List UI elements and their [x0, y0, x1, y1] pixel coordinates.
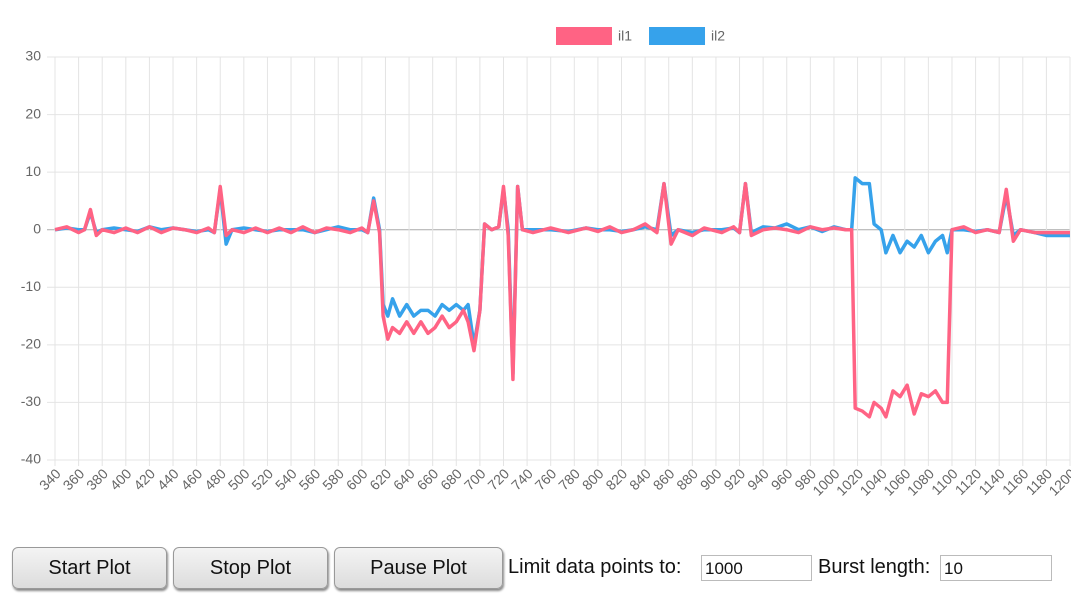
y-tick-label: -10: [21, 278, 41, 294]
legend-label: il2: [711, 28, 725, 44]
legend-label: il1: [618, 28, 632, 44]
y-tick-label: -40: [21, 451, 41, 467]
x-tick-label: 860: [650, 465, 678, 493]
x-tick-label: 360: [60, 465, 88, 493]
stop-button[interactable]: Stop Plot: [173, 547, 328, 589]
x-tick-label: 680: [437, 465, 465, 493]
burst-label: Burst length:: [818, 556, 931, 578]
y-tick-label: 10: [25, 163, 41, 179]
x-tick-label: 880: [673, 465, 701, 493]
y-tick-label: -20: [21, 336, 41, 352]
x-tick-label: 720: [484, 465, 512, 493]
legend-swatch: [649, 27, 706, 45]
y-tick-label: -30: [21, 393, 41, 409]
y-tick-label: 30: [25, 48, 41, 64]
series-line: [54, 176, 1070, 376]
x-tick-label: 500: [225, 465, 253, 493]
x-tick-label: 840: [626, 465, 654, 493]
x-tick-label: 580: [319, 465, 347, 493]
pause-button[interactable]: Pause Plot: [334, 547, 503, 589]
x-tick-label: 960: [768, 465, 796, 493]
x-tick-label: 700: [461, 465, 489, 493]
legend-swatch: [556, 27, 612, 45]
burst-input[interactable]: 10: [940, 555, 1052, 581]
x-tick-label: 780: [555, 465, 583, 493]
x-tick-label: 600: [343, 465, 371, 493]
x-tick-label: 660: [414, 465, 442, 493]
y-tick-label: 20: [25, 105, 41, 121]
x-tick-label: 520: [248, 465, 276, 493]
limit-label: Limit data points to:: [508, 556, 682, 578]
x-tick-label: 800: [579, 465, 607, 493]
x-tick-label: 340: [36, 465, 64, 493]
x-tick-label: 820: [602, 465, 630, 493]
x-tick-label: 640: [390, 465, 418, 493]
y-tick-label: 0: [33, 220, 41, 236]
x-tick-label: 740: [508, 465, 536, 493]
chart: -40 -30 -20 -10 0 10 20 30 340360380400420440460…: [21, 27, 1071, 499]
x-tick-label: 900: [697, 465, 725, 493]
x-tick-label: 560: [296, 465, 324, 493]
x-tick-label: 480: [201, 465, 229, 493]
x-tick-label: 400: [107, 465, 135, 493]
limit-input[interactable]: 1000: [701, 555, 812, 581]
x-tick-label: 540: [272, 465, 300, 493]
x-tick-label: 380: [83, 465, 111, 493]
x-tick-label: 440: [154, 465, 182, 493]
x-tick-label: 920: [720, 465, 748, 493]
x-tick-label: 620: [366, 465, 394, 493]
x-tick-label: 420: [130, 465, 158, 493]
start-button[interactable]: Start Plot: [12, 547, 167, 589]
x-tick-label: 940: [744, 465, 772, 493]
series-line: [54, 181, 1070, 419]
x-tick-label: 460: [178, 465, 206, 493]
x-tick-label: 760: [532, 465, 560, 493]
